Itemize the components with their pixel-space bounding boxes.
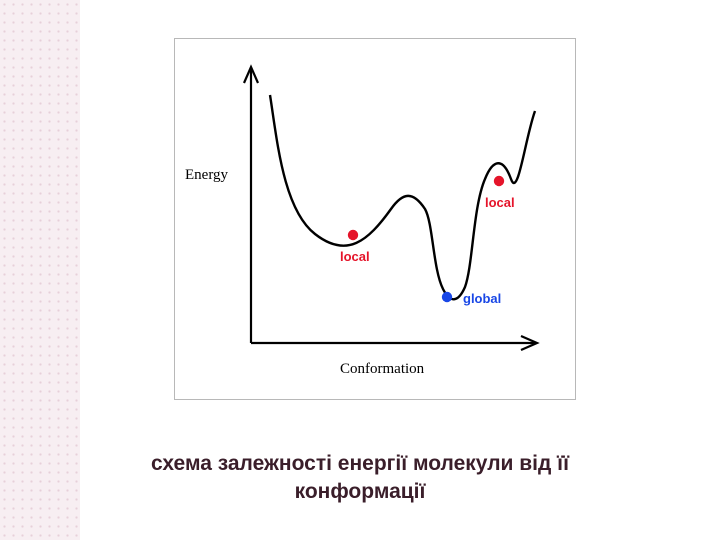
y-axis-label: Energy: [185, 167, 229, 183]
marker-global: [442, 292, 452, 302]
marker-local-2-label: local: [485, 195, 515, 210]
x-axis-label: Conformation: [340, 361, 425, 377]
marker-local-1: [348, 230, 358, 240]
marker-global-label: global: [463, 291, 501, 306]
chart-svg: Energy Conformation local global local: [175, 39, 575, 399]
marker-local-2: [494, 176, 504, 186]
caption-line-1: схема залежності енергії молекули від її: [151, 452, 569, 475]
marker-local-1-label: local: [340, 249, 370, 264]
page: Energy Conformation local global local с…: [0, 0, 720, 540]
caption: схема залежності енергії молекули від її…: [60, 450, 660, 507]
energy-conformation-chart: Energy Conformation local global local: [174, 38, 576, 400]
caption-line-2: конформації: [295, 480, 426, 503]
